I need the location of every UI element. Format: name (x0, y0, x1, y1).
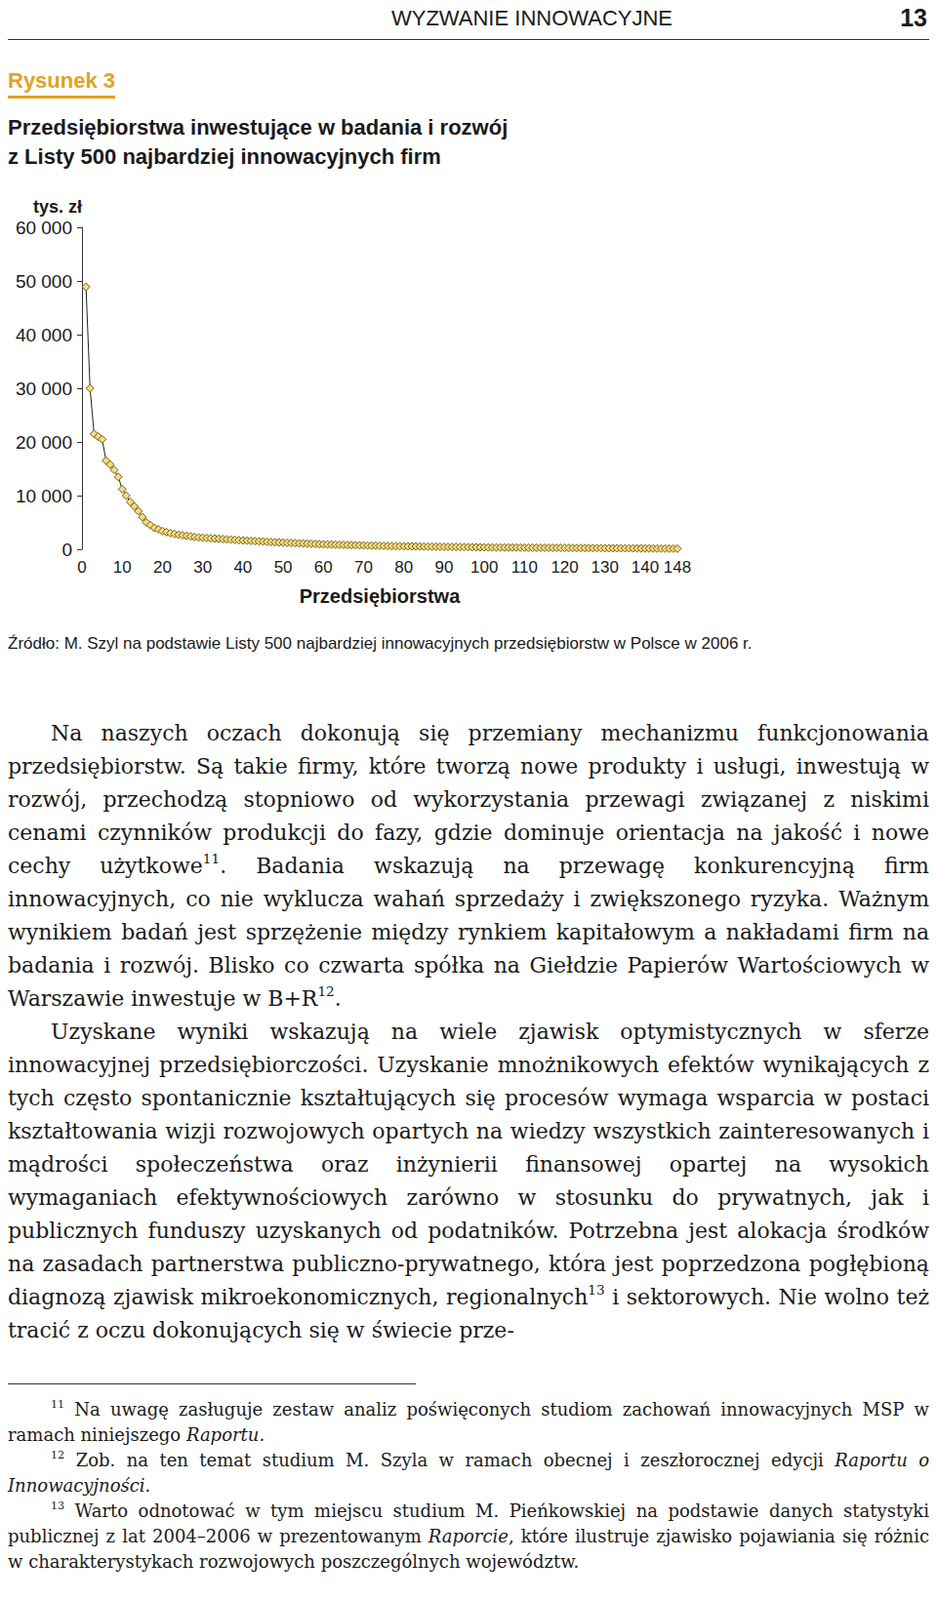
svg-text:80: 80 (394, 558, 413, 577)
svg-text:Przedsiębiorstwa: Przedsiębiorstwa (299, 585, 461, 608)
svg-text:40: 40 (233, 558, 252, 577)
svg-text:10: 10 (113, 558, 132, 577)
svg-text:50 000: 50 000 (15, 271, 73, 292)
html-text:z Listy 500 najbardziej innowa: z Listy 500 najbardziej innowacyjnych fi… (7, 144, 441, 169)
html-text:Na naszych oczach dokonują się: Na naszych oczach dokonują się przemiany… (7, 721, 930, 1012)
html-text:Przedsiębiorstwa inwestujące w: Przedsiębiorstwa inwestujące w badania i… (7, 115, 508, 140)
svg-text:30: 30 (193, 558, 212, 577)
svg-text:20: 20 (153, 558, 172, 577)
svg-text:40 000: 40 000 (15, 325, 73, 346)
svg-text:148: 148 (663, 558, 692, 577)
svg-text:20 000: 20 000 (15, 432, 73, 453)
html-text:Uzyskane wyniki wskazują na wi: Uzyskane wyniki wskazują na wiele zjawis… (7, 1019, 930, 1344)
svg-text:90: 90 (434, 558, 453, 577)
html-text:11Na uwagę zasługuje zestaw an: 11Na uwagę zasługuje zestaw analiz poświ… (7, 1398, 930, 1446)
html-text:13Warto odnotować w tym miejsc: 13Warto odnotować w tym miejscu studium … (7, 1499, 930, 1573)
html-text:13: 13 (900, 3, 928, 32)
svg-text:60: 60 (314, 558, 333, 577)
html-text:WYZWANIE INNOWACYJNE: WYZWANIE INNOWACYJNE (391, 5, 673, 31)
svg-text:10 000: 10 000 (15, 486, 73, 507)
html-text:Rysunek 3: Rysunek 3 (7, 68, 116, 93)
svg-text:50: 50 (274, 558, 293, 577)
svg-text:0: 0 (61, 539, 73, 561)
svg-text:100: 100 (470, 558, 498, 577)
html-text:Źródło: M. Szyl na podstawie L: Źródło: M. Szyl na podstawie Listy 500 n… (7, 634, 753, 653)
svg-text:tys. zł: tys. zł (33, 197, 82, 217)
svg-text:0: 0 (77, 558, 86, 577)
svg-text:60 000: 60 000 (15, 217, 73, 239)
svg-text:120: 120 (550, 558, 578, 577)
svg-text:140: 140 (631, 558, 659, 577)
svg-text:70: 70 (354, 558, 373, 577)
svg-text:30 000: 30 000 (15, 378, 73, 400)
svg-text:110: 110 (511, 558, 538, 577)
html-text:12Zob. na ten temat studium M.: 12Zob. na ten temat studium M. Szyla w r… (7, 1449, 930, 1497)
svg-text:130: 130 (591, 558, 619, 577)
